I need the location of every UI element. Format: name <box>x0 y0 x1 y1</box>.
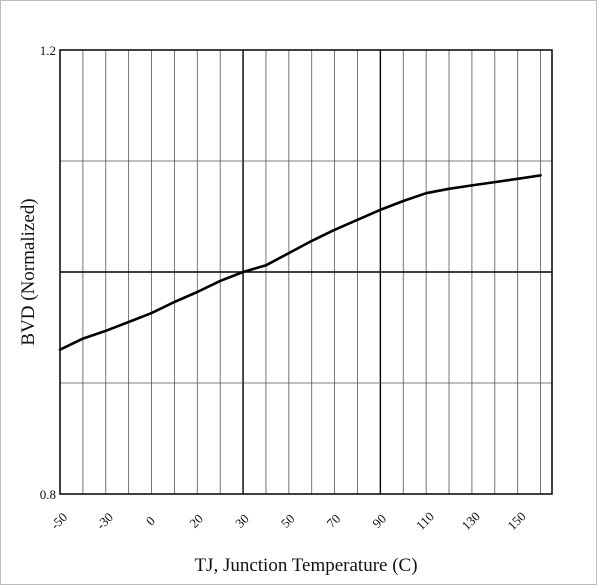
series-line-1 <box>58 174 542 352</box>
x-tick-label: 90 <box>369 511 389 531</box>
x-axis-label: TJ, Junction Temperature (C) <box>194 555 417 576</box>
x-tick-label: 50 <box>278 511 298 531</box>
x-tick-label: -50 <box>47 509 70 532</box>
x-tick-label: 130 <box>459 509 483 533</box>
x-tick-label: -30 <box>93 509 116 532</box>
y-axis-label: BVD (Normalized) <box>18 198 39 345</box>
x-tick-label: 150 <box>504 509 528 533</box>
x-tick-label: 20 <box>186 511 206 531</box>
y-tick-label: 0.8 <box>40 487 56 502</box>
x-tick-label: 70 <box>324 511 344 531</box>
x-tick-label: 110 <box>413 509 437 533</box>
x-tick-labels: -50 -30 0 20 30 50 70 90 110 130 150 <box>47 509 528 533</box>
grid <box>60 50 552 494</box>
y-tick-labels: 0.8 1.2 <box>40 43 56 502</box>
series-group <box>58 174 542 352</box>
x-tick-label: 30 <box>232 511 252 531</box>
x-tick-label: 0 <box>143 513 158 528</box>
y-tick-label: 1.2 <box>40 43 56 58</box>
plot-border <box>59 49 553 495</box>
